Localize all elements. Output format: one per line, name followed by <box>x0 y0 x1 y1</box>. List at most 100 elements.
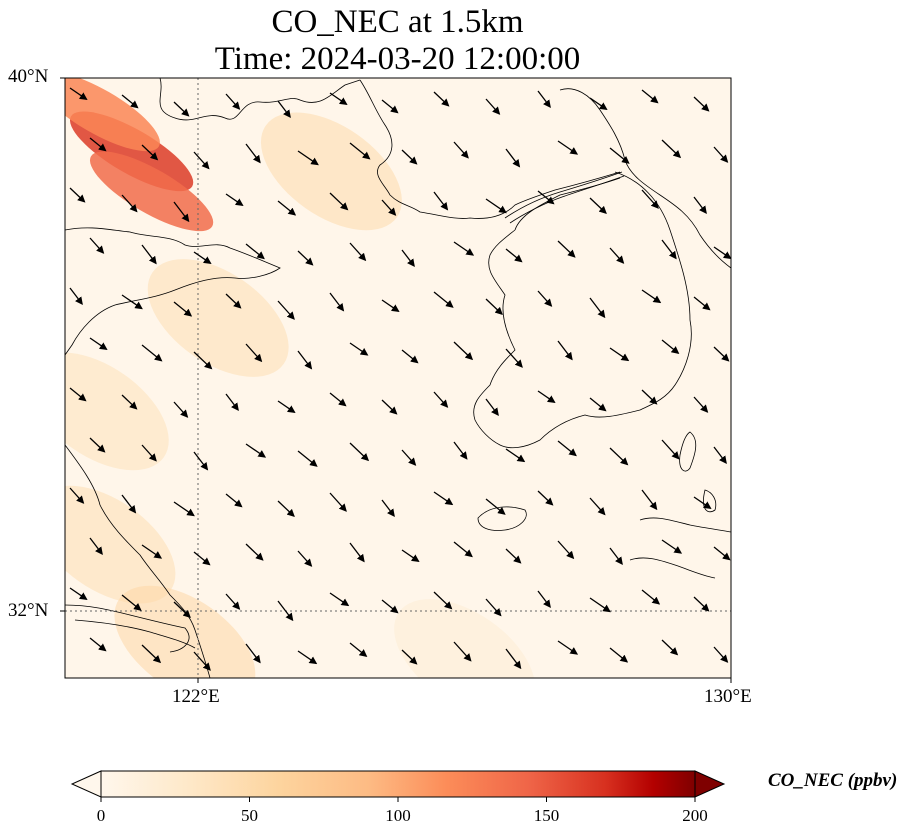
wind-arrow <box>537 190 555 205</box>
wind-arrow <box>381 399 398 415</box>
wind-arrow <box>433 491 454 506</box>
wind-arrow <box>693 596 710 612</box>
wind-arrow <box>141 144 159 161</box>
wind-arrow <box>433 291 454 308</box>
wind-arrow <box>693 296 711 311</box>
wind-arrow <box>277 400 296 414</box>
wind-arrow <box>537 490 554 506</box>
wind-arrow <box>641 489 658 511</box>
map-subtitle-time: Time: 2024-03-20 12:00:00 <box>214 41 581 77</box>
wind-arrow <box>661 239 677 260</box>
wind-arrow <box>277 100 291 118</box>
concentration-hotspot <box>260 112 402 231</box>
wind-arrow <box>349 542 365 563</box>
wind-arrow <box>173 601 191 619</box>
wind-arrow <box>589 97 608 111</box>
wind-arrow <box>173 301 193 317</box>
wind-arrow <box>69 587 88 601</box>
wind-arrow <box>69 487 85 504</box>
wind-arrow <box>401 249 415 267</box>
coastlines <box>65 78 731 678</box>
wind-arrow <box>121 394 138 410</box>
wind-arrow <box>485 198 507 214</box>
lon-label-130e: 130°E <box>704 686 752 707</box>
wind-arrow <box>193 451 209 471</box>
concentration-hotspot <box>65 485 176 604</box>
wind-arrow <box>225 193 244 207</box>
wind-arrow <box>453 341 474 361</box>
wind-arrow <box>589 397 607 412</box>
wind-arrow <box>609 547 623 565</box>
wind-arrow <box>225 593 241 610</box>
wind-arrow <box>661 339 680 355</box>
wind-arrow <box>537 390 556 404</box>
wind-arrow <box>401 649 418 665</box>
wind-arrow <box>173 201 190 223</box>
wind-arrow <box>225 93 241 110</box>
wind-arrow <box>297 150 319 166</box>
colorbar-tick-200: 200 <box>682 806 708 825</box>
wind-arrow <box>69 87 88 101</box>
wind-arrow <box>557 540 575 560</box>
colorbar-label: CO_NEC (ppbv) <box>768 770 898 791</box>
wind-arrow <box>713 646 729 663</box>
wind-arrow <box>453 441 468 460</box>
wind-arrow <box>609 447 629 466</box>
wind-arrow <box>401 349 419 364</box>
wind-arrow <box>641 389 658 405</box>
wind-arrow <box>661 639 679 656</box>
wind-arrow <box>641 289 662 304</box>
wind-arrow <box>297 650 318 665</box>
wind-arrow <box>453 541 473 558</box>
wind-arrow <box>89 237 105 254</box>
wind-arrow <box>589 497 606 516</box>
wind-arrow <box>121 594 142 611</box>
wind-arrow <box>89 537 103 555</box>
wind-arrow <box>641 589 661 605</box>
wind-arrow <box>141 244 157 265</box>
colorbar-tick-0: 0 <box>96 806 106 825</box>
wind-arrow <box>433 91 450 107</box>
wind-arrow <box>401 149 418 165</box>
wind-arrow <box>557 340 573 361</box>
wind-arrow <box>505 248 523 263</box>
wind-arrow <box>693 196 707 214</box>
wind-arrow <box>505 148 521 168</box>
wind-arrow <box>381 599 399 614</box>
wind-arrow <box>173 401 189 418</box>
concentration-hotspot <box>65 78 160 152</box>
wind-arrow <box>713 546 731 561</box>
wind-arrow <box>381 499 395 517</box>
colorbar-gradient <box>101 771 695 797</box>
wind-arrow <box>329 192 349 211</box>
wind-arrow <box>661 139 682 159</box>
wind-arrow <box>609 347 630 362</box>
lon-label-122e: 122°E <box>172 686 220 707</box>
wind-arrow <box>453 141 469 159</box>
wind-arrow <box>485 498 506 515</box>
wind-arrow <box>193 651 211 671</box>
wind-arrow <box>693 396 709 413</box>
wind-arrow <box>329 92 348 106</box>
wind-arrow <box>589 197 607 215</box>
wind-arrow <box>485 98 501 115</box>
wind-arrow <box>713 146 729 163</box>
wind-arrow <box>277 300 295 320</box>
wind-arrow <box>557 440 577 457</box>
colorbar-tick-150: 150 <box>533 806 560 825</box>
wind-arrow <box>609 247 625 264</box>
map-frame <box>64 77 732 679</box>
wind-arrow <box>121 94 139 109</box>
wind-arrow <box>485 598 502 617</box>
colorbar-extend-low <box>70 770 102 798</box>
wind-arrow <box>89 137 107 152</box>
wind-arrow <box>589 597 611 613</box>
wind-arrow <box>277 200 297 216</box>
wind-arrow <box>297 250 314 266</box>
wind-arrow <box>245 243 265 260</box>
wind-arrow <box>141 444 157 462</box>
wind-arrow <box>661 539 683 554</box>
wind-arrow <box>89 637 107 652</box>
wind-arrow <box>121 494 137 514</box>
